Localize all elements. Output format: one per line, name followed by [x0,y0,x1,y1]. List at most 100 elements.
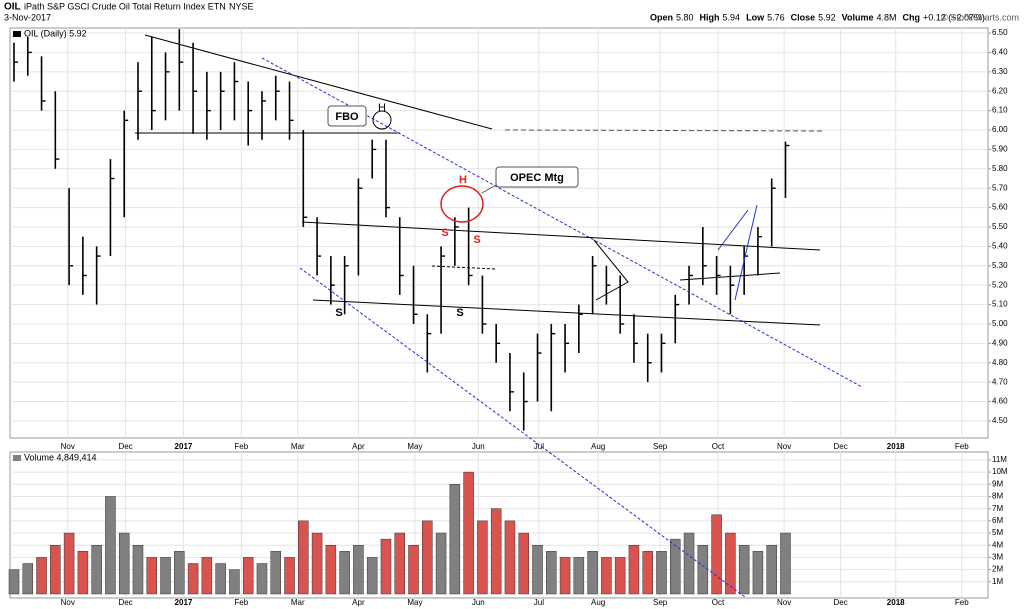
volume-panel [9,451,989,599]
wedge-line [717,209,749,251]
x-tick-label: Mar [291,598,305,607]
y-tick-label: 6M [992,516,1003,525]
volume-bar [422,520,433,595]
volume-bar [311,532,323,595]
channel-line [299,267,746,598]
y-tick-label: 5.30 [992,261,1008,270]
volume-bar [463,471,474,595]
volume-bar [36,557,47,595]
quote-label: Open [650,12,673,22]
volume-bar [546,551,557,595]
x-tick-label: Oct [712,598,725,607]
quote-label: Volume [842,12,874,22]
x-tick-label: 2017 [175,598,193,607]
volume-bar [628,544,640,595]
x-tick-label: Sep [653,442,668,451]
y-tick-label: 5.70 [992,183,1008,192]
volume-bar [573,557,585,595]
trend-line [679,272,781,281]
y-tick-label: 5.20 [992,280,1008,289]
volume-bar [394,532,405,595]
x-tick-label: Jul [534,598,544,607]
quote-value: 5.94 [723,12,741,22]
y-tick-label: 5.10 [992,300,1008,309]
y-tick-label: 3M [992,553,1003,562]
volume-bar [22,563,34,595]
x-tick-label: Dec [118,598,132,607]
y-tick-label: 5.40 [992,241,1008,250]
annotation: S [441,227,448,239]
volume-bar [780,532,791,595]
channel-line [261,57,863,388]
volume-bar [215,563,226,595]
y-tick-label: 4M [992,540,1003,549]
volume-bar [339,551,350,595]
volume-bar [725,532,736,595]
volume-bar [284,557,295,595]
quote-label: Close [791,12,816,22]
y-tick-label: 4.50 [992,416,1008,425]
volume-bar [229,569,240,595]
volume-bar [298,520,309,595]
volume-bar [518,532,529,595]
volume-bar [380,538,392,595]
volume-bar [435,532,447,595]
annotation: S [473,234,480,246]
volume-bar [256,563,268,595]
volume-bar [752,551,764,595]
credit: © StockCharts.com [941,12,1019,22]
y-tick-label: 9M [992,479,1003,488]
x-tick-label: Feb [955,598,969,607]
y-tick-label: 11M [992,455,1007,464]
triangle [593,239,629,301]
y-tick-label: 4.80 [992,358,1008,367]
x-tick-label: May [407,442,422,451]
volume-bar [63,532,75,595]
volume-bar [532,544,543,595]
legend-swatch [13,31,21,37]
callout-box [327,105,367,127]
legend: OIL (Daily) 5.92 [24,28,87,38]
x-tick-label: Sep [653,598,668,607]
volume-bar [270,551,282,595]
volume-bar [449,484,461,595]
legend-swatch [13,455,21,461]
x-tick-label: Aug [591,442,605,451]
x-tick-label: Jun [472,442,485,451]
quote: Open 5.80 High 5.94 Low 5.76 Close 5.92 Volume 4.… [650,12,985,22]
x-tick-label: May [407,598,422,607]
volume-bar [50,544,61,595]
volume-bar [146,557,158,595]
x-tick-label: Mar [291,442,305,451]
x-tick-label: 2018 [887,442,905,451]
annotation: H [459,174,467,186]
x-tick-label: Feb [234,442,248,451]
exchange: NYSE [229,1,254,11]
volume-bar [477,520,488,595]
y-tick-label: 6.30 [992,67,1008,76]
y-tick-label: 4.90 [992,338,1008,347]
quote-label: Low [746,12,765,22]
y-tick-label: 8M [992,492,1003,501]
legend: Volume 4,849,414 [24,452,97,462]
x-tick-label: Apr [352,442,365,451]
volume-bar [408,544,419,595]
volume-bar [766,544,777,595]
price-panel [9,27,989,439]
plot: 4.50 4.60 4.70 4.80 4.90 5.00 5.10 5.20 5.30 5.40… [8,28,1008,607]
volume-bar [490,508,502,595]
neckline [431,265,496,270]
y-tick-label: 5M [992,528,1003,537]
x-tick-label: Oct [712,442,725,451]
y-tick-label: 6.50 [992,28,1008,37]
volume-bar [242,557,254,595]
callout-box [495,166,579,188]
x-tick-label: Dec [833,598,847,607]
annotation: OPEC Mtg [510,172,564,184]
volume-bar [118,532,130,595]
volume-bar [8,569,20,595]
y-tick-label: 5.50 [992,222,1008,231]
y-tick-label: 6.20 [992,86,1008,95]
volume-bar [201,557,213,595]
volume-bar [187,563,199,595]
